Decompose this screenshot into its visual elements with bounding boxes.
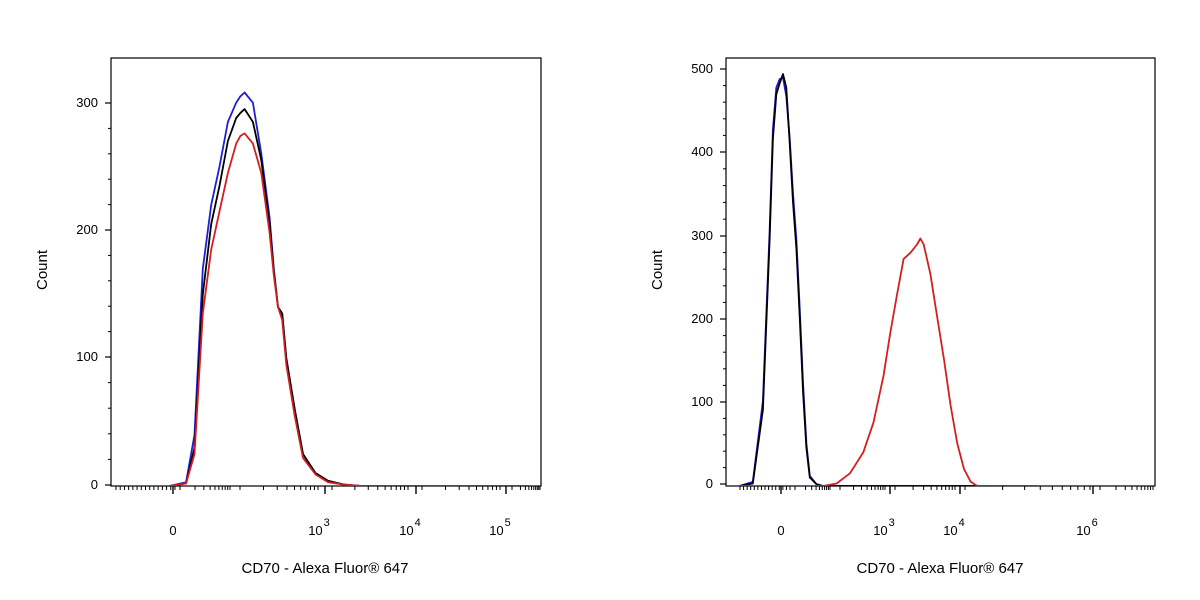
y-tick-label: 300 <box>76 95 98 110</box>
x-tick-label: 105 <box>489 517 511 538</box>
y-axis-title: Count <box>34 249 51 290</box>
x-tick-label: 0 <box>777 523 784 538</box>
plot-frame <box>725 57 1156 487</box>
x-tick-exponent: 3 <box>324 517 330 529</box>
x-tick-base: 10 <box>489 523 503 538</box>
x-tick-base: 10 <box>1076 523 1090 538</box>
x-tick-base: 10 <box>399 523 413 538</box>
x-tick-exponent: 5 <box>505 517 511 529</box>
x-tick-label: 104 <box>399 517 421 538</box>
x-tick-label: 106 <box>1076 517 1098 538</box>
x-tick-exponent: 3 <box>889 517 895 529</box>
x-tick-base: 10 <box>943 523 957 538</box>
x-tick-base: 10 <box>308 523 322 538</box>
x-tick-exponent: 4 <box>415 517 421 529</box>
y-tick-label: 400 <box>691 144 713 159</box>
x-tick-label: 104 <box>943 517 965 538</box>
histogram-series-0 <box>169 91 529 486</box>
y-tick-label: 500 <box>691 61 713 76</box>
histogram-series-2 <box>739 237 1145 486</box>
histogram-series-1 <box>169 108 529 486</box>
histogram-series-2 <box>169 132 529 486</box>
y-tick-label: 0 <box>91 477 98 492</box>
y-tick-label: 100 <box>76 349 98 364</box>
x-tick-label: 0 <box>169 523 176 538</box>
y-tick-label: 200 <box>76 222 98 237</box>
plot-frame <box>110 57 542 487</box>
y-tick-label: 0 <box>706 476 713 491</box>
x-tick-exponent: 6 <box>1092 517 1098 529</box>
histogram-series-0 <box>739 76 1038 486</box>
x-axis-title: CD70 - Alexa Fluor® 647 <box>857 560 1024 577</box>
x-tick-label: 103 <box>308 517 330 538</box>
y-axis-title: Count <box>649 249 666 290</box>
y-tick-label: 100 <box>691 394 713 409</box>
x-axis-title: CD70 - Alexa Fluor® 647 <box>242 560 409 577</box>
histogram-series-1 <box>739 73 1038 486</box>
x-tick-label: 103 <box>873 517 895 538</box>
y-tick-label: 300 <box>691 228 713 243</box>
x-tick-exponent: 4 <box>959 517 965 529</box>
y-tick-label: 200 <box>691 311 713 326</box>
x-tick-base: 10 <box>873 523 887 538</box>
